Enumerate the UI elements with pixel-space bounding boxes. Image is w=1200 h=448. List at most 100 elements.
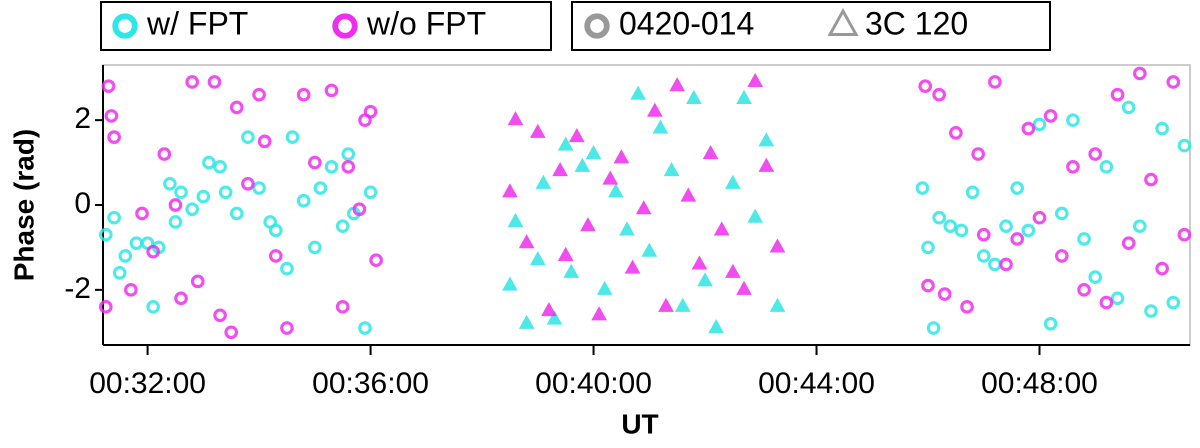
data-point <box>146 299 160 314</box>
data-point <box>207 75 222 89</box>
data-point <box>185 75 200 89</box>
data-point <box>268 249 283 263</box>
data-point <box>921 240 935 255</box>
data-point <box>98 227 113 242</box>
data-point <box>541 301 557 317</box>
data-point <box>686 89 702 104</box>
data-point <box>174 185 188 200</box>
data-point <box>529 251 546 266</box>
data-point <box>1077 232 1091 246</box>
data-point <box>999 257 1013 272</box>
data-point <box>335 299 350 314</box>
data-point <box>107 130 121 144</box>
legend-symbol <box>112 13 138 39</box>
data-point <box>1043 109 1058 123</box>
data-point <box>1166 75 1181 89</box>
data-point <box>937 287 952 301</box>
data-point <box>229 206 244 221</box>
data-point <box>241 130 255 144</box>
data-point <box>1177 227 1192 242</box>
data-point <box>663 161 680 177</box>
data-point <box>252 87 266 102</box>
data-point <box>725 174 741 189</box>
data-point <box>1166 295 1181 310</box>
data-point <box>1133 66 1147 81</box>
x-tick-label: 00:44:00 <box>758 367 875 400</box>
data-point <box>758 132 775 147</box>
plot-frame <box>102 64 1191 346</box>
data-point <box>146 244 160 259</box>
data-point <box>1021 121 1036 136</box>
data-point <box>769 238 786 253</box>
data-point <box>557 136 574 151</box>
data-point <box>518 234 535 249</box>
data-point <box>324 159 339 174</box>
data-point <box>988 257 1002 272</box>
data-point <box>1010 181 1025 195</box>
data-point <box>313 181 328 195</box>
data-point <box>769 297 786 312</box>
data-point <box>602 170 619 185</box>
data-point <box>369 253 383 267</box>
x-tick-label: 00:48:00 <box>981 367 1098 400</box>
data-point <box>285 130 300 144</box>
data-point <box>949 126 963 140</box>
data-point <box>1099 159 1114 174</box>
data-point <box>921 278 935 293</box>
x-tick-label: 00:32:00 <box>89 367 206 400</box>
data-point <box>1099 295 1114 310</box>
data-point <box>680 187 697 202</box>
data-point <box>1088 270 1103 284</box>
data-point <box>163 176 177 191</box>
data-point <box>708 318 725 334</box>
data-point <box>574 157 591 172</box>
data-point <box>1155 261 1169 276</box>
data-point <box>926 321 941 335</box>
data-point <box>758 157 775 172</box>
data-point <box>1032 210 1047 225</box>
data-point <box>157 147 172 161</box>
data-point <box>213 159 227 174</box>
data-point <box>669 77 686 92</box>
data-point <box>999 219 1013 234</box>
data-point <box>98 299 113 314</box>
data-point <box>647 102 663 117</box>
data-point <box>976 249 991 263</box>
data-point <box>174 291 188 306</box>
data-point <box>630 85 646 100</box>
data-point <box>101 79 116 94</box>
data-point <box>691 255 708 270</box>
data-point <box>932 210 946 225</box>
data-point <box>971 147 985 161</box>
data-point <box>943 219 958 234</box>
data-point <box>190 274 205 289</box>
data-point <box>596 280 613 295</box>
data-point <box>1077 283 1091 297</box>
legend-label: w/ FPT <box>146 5 248 41</box>
data-point <box>976 227 991 242</box>
data-point <box>296 87 311 102</box>
data-point <box>185 202 200 217</box>
data-point <box>280 261 294 276</box>
data-point <box>224 325 239 340</box>
data-point <box>725 263 741 278</box>
data-point <box>168 215 183 229</box>
data-point <box>568 128 585 143</box>
data-point <box>988 75 1002 89</box>
data-point <box>1133 219 1147 234</box>
data-point <box>960 299 974 314</box>
data-point <box>507 111 524 126</box>
data-point <box>129 236 144 251</box>
data-point <box>1043 316 1058 331</box>
data-point <box>563 263 580 278</box>
legend-label: 0420-014 <box>619 5 754 41</box>
data-point <box>965 185 980 200</box>
data-point <box>641 242 658 257</box>
data-point <box>202 155 216 170</box>
data-point <box>713 221 730 236</box>
data-point <box>502 276 518 291</box>
legend-label: w/o FPT <box>366 5 486 41</box>
data-point <box>619 221 635 236</box>
data-point <box>341 159 356 174</box>
data-point <box>352 202 367 217</box>
